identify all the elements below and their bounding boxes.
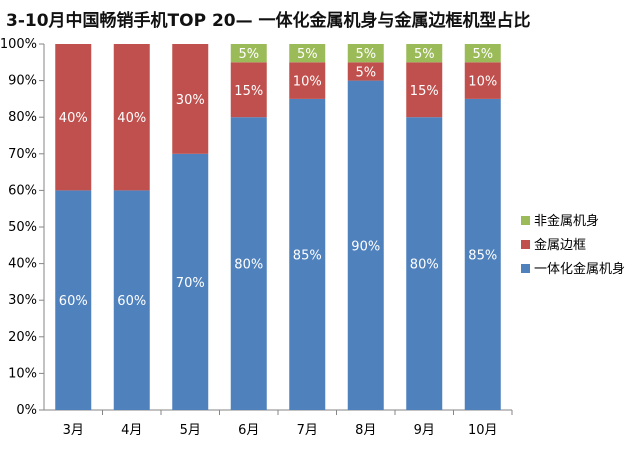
x-tick-label: 8月 [355,423,376,438]
y-tick-label: 40% [8,257,37,272]
data-labels: 60% 40% 60% 40% 70% 30% 80% 15% 5% 85% 10% 5% 90% 5% 5… [59,47,497,309]
bar-segment [347,62,384,81]
bar-segment [55,190,92,410]
chart-title: 3-10月中国畅销手机TOP 20— 一体化金属机身与金属边框机型占比 [6,11,531,31]
x-tick-label: 4月 [121,423,142,438]
data-label: 40% [59,111,88,126]
bar-segment [347,80,384,410]
bars [55,44,501,411]
legend-swatch [521,240,530,249]
bar-segment [230,44,267,63]
data-label: 40% [117,111,146,126]
data-label: 10% [293,75,322,90]
data-label: 90% [351,239,380,254]
bar-segment [289,98,326,411]
legend-label: 金属边框 [534,237,586,253]
bar-segment [113,190,150,410]
y-tick-label: 70% [8,147,37,162]
y-tick-label: 10% [8,366,37,381]
bar-segment [55,44,92,191]
y-tick-label: 50% [8,220,37,235]
bar-segment [230,117,267,410]
x-tick-label: 6月 [238,423,259,438]
y-tick-label: 80% [8,110,37,125]
data-label: 85% [293,248,322,263]
y-tick-label: 30% [8,293,37,308]
bar-segment [464,44,501,63]
axes: 0% 10% 20% 30% 40% 50% 60% 70% 80% 90% 100% 3月 4月 5月 6… [0,37,513,438]
data-label: 60% [59,294,88,309]
x-tick-label: 9月 [414,423,435,438]
bar-segment [289,44,326,63]
data-label: 5% [355,47,376,62]
data-label: 15% [234,84,263,99]
legend-label: 一体化金属机身 [534,261,625,277]
data-label: 70% [176,276,205,291]
bar-segment [113,44,150,191]
x-tick-label: 7月 [297,423,318,438]
data-label: 5% [472,47,493,62]
x-tick-label: 3月 [63,423,84,438]
bar-segment [464,62,501,99]
y-tick-label: 0% [16,403,37,418]
data-label: 80% [234,258,263,273]
x-tick-label: 5月 [180,423,201,438]
bar-segment [289,62,326,99]
data-label: 30% [176,93,205,108]
legend-label: 非金属机身 [534,213,599,229]
data-label: 5% [297,47,318,62]
bar-segment [230,62,267,118]
bar-segment [347,44,384,63]
bar-segment [172,153,209,411]
bar-segment [464,98,501,411]
data-label: 10% [468,75,497,90]
data-label: 80% [410,258,439,273]
y-tick-label: 90% [8,74,37,89]
y-tick-label: 20% [8,330,37,345]
bar-segment [406,117,443,410]
bar-segment [172,44,209,154]
y-tick-label: 60% [8,183,37,198]
y-tick-label: 100% [0,37,37,52]
data-label: 15% [410,84,439,99]
data-label: 5% [238,47,259,62]
legend-swatch [521,264,530,273]
data-label: 5% [355,65,376,80]
data-label: 60% [117,294,146,309]
x-tick-label: 10月 [468,423,498,438]
data-label: 85% [468,248,497,263]
bar-segment [406,44,443,63]
data-label: 5% [414,47,435,62]
bar-segment [406,62,443,118]
legend-swatch [521,216,530,225]
